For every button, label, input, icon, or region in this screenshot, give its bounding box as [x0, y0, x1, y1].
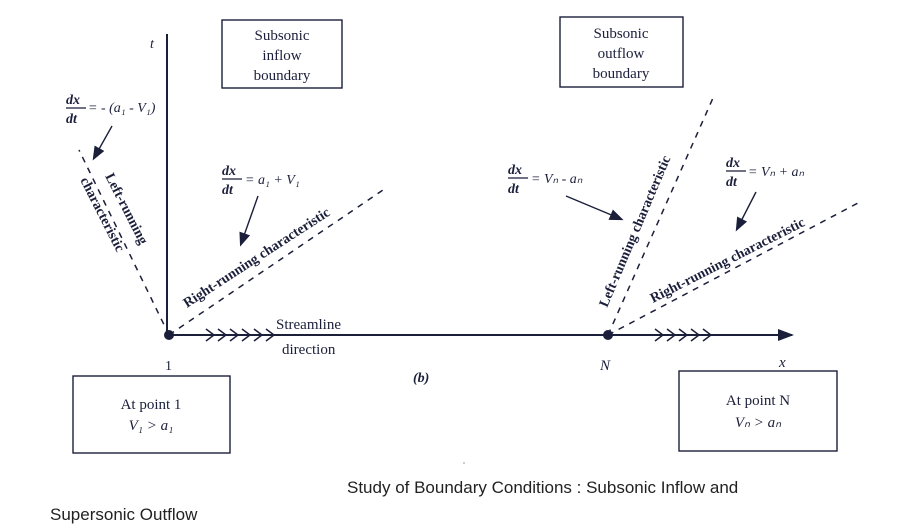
- t-axis-label: t: [150, 37, 155, 52]
- point-n-condition-box: [678, 370, 838, 452]
- point-n-box-line1: At point N: [726, 393, 790, 409]
- point-1-label: 1: [165, 359, 172, 374]
- svg-text:dx: dx: [726, 156, 740, 171]
- svg-text:= Vₙ + aₙ: = Vₙ + aₙ: [748, 165, 805, 180]
- streamline-chevrons-1: [205, 328, 276, 342]
- left-running-characteristic-n: [607, 97, 714, 336]
- svg-text:dx: dx: [508, 163, 522, 178]
- outflow-box-line3: boundary: [593, 66, 650, 82]
- point-1-condition-box: [72, 375, 231, 454]
- point-1-box-line1: At point 1: [121, 397, 182, 413]
- svg-text:= - (a₁ - V₁): = - (a₁ - V₁): [88, 101, 156, 116]
- streamline-direction-label: direction: [282, 342, 336, 358]
- inflow-box-line3: boundary: [254, 68, 311, 84]
- inflow-boundary-box: [221, 19, 343, 89]
- arrow-right-running-1: [239, 195, 259, 247]
- svg-text:dt: dt: [66, 112, 78, 127]
- inflow-box-line2: inflow: [262, 48, 301, 64]
- svg-text:dt: dt: [726, 175, 738, 190]
- left-running-characteristic-1: [78, 149, 170, 336]
- right-running-label-n: Right-running characteristic: [648, 215, 808, 306]
- outflow-box-line2: outflow: [598, 46, 645, 62]
- point-n-box-line2: Vₙ > aₙ: [735, 415, 782, 431]
- arrow-left-running-1: [92, 125, 113, 161]
- arrow-left-running-n: [565, 195, 624, 221]
- svg-text:= Vₙ - aₙ: = Vₙ - aₙ: [531, 172, 583, 187]
- svg-text:dt: dt: [222, 183, 234, 198]
- equation-right-running-n: dx dt = Vₙ + aₙ: [726, 156, 805, 190]
- equation-left-running-1: dx dt = - (a₁ - V₁): [66, 93, 156, 127]
- right-running-characteristic-1: [168, 189, 384, 336]
- right-running-label-1: Right-running characteristic: [181, 205, 333, 311]
- caption-line-1: Study of Boundary Conditions : Subsonic …: [347, 478, 739, 497]
- inflow-box-line1: Subsonic: [254, 28, 309, 44]
- equation-left-running-n: dx dt = Vₙ - aₙ: [508, 163, 583, 197]
- svg-text:dx: dx: [66, 93, 80, 108]
- equation-right-running-1: dx dt = a₁ + V₁: [222, 164, 300, 198]
- svg-text:= a₁ + V₁: = a₁ + V₁: [245, 173, 300, 188]
- outflow-box-line1: Subsonic: [593, 26, 648, 42]
- streamline-label: Streamline: [276, 317, 341, 333]
- streamline-chevrons-n: [654, 328, 713, 342]
- arrow-right-running-n: [735, 191, 757, 232]
- point-1-box-line2: V₁ > a₁: [129, 418, 174, 434]
- x-axis-label: x: [778, 355, 786, 371]
- subfigure-label: (b): [413, 371, 429, 386]
- svg-text:dx: dx: [222, 164, 236, 179]
- caption-line-2: Supersonic Outflow: [50, 505, 198, 524]
- point-n-label: N: [599, 358, 611, 374]
- outflow-boundary-box: [559, 16, 684, 88]
- svg-text:dt: dt: [508, 182, 520, 197]
